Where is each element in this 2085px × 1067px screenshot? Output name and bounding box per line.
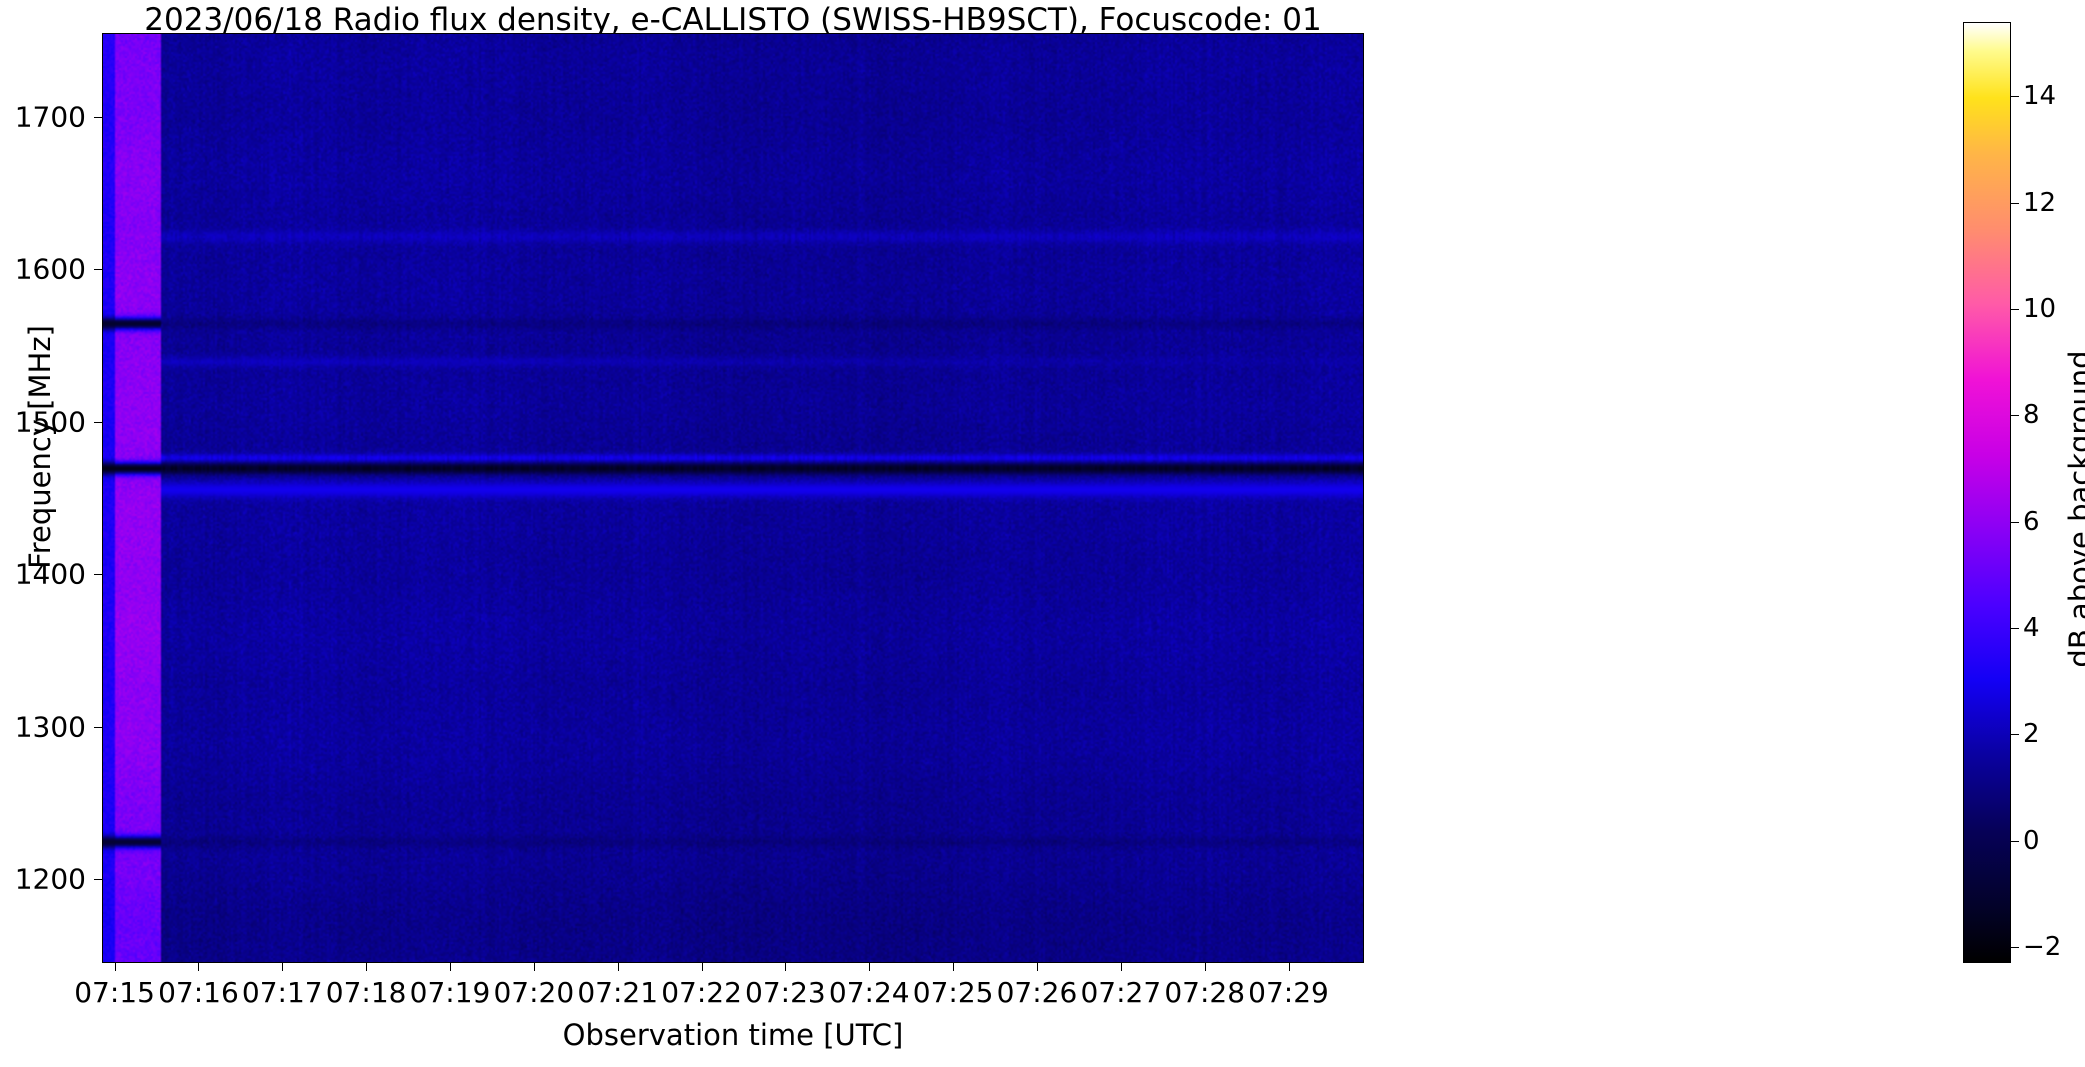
page-title: 2023/06/18 Radio flux density, e-CALLIST… (144, 2, 1322, 38)
colorbar-tick (2011, 96, 2019, 98)
x-axis-tick-label: 07:25 (912, 976, 994, 1009)
x-axis-label: Observation time [UTC] (562, 1018, 904, 1052)
x-axis-tick (1288, 963, 1290, 971)
colorbar-tick (2011, 521, 2019, 523)
y-axis-tick (94, 574, 102, 576)
y-axis-tick-label: 1300 (14, 710, 86, 744)
y-axis-tick-label: 1400 (14, 557, 86, 591)
x-axis-tick (869, 963, 871, 971)
x-axis-tick-label: 07:17 (241, 976, 323, 1009)
x-axis-tick (785, 963, 787, 971)
y-axis-tick-label: 1600 (14, 252, 86, 286)
colorbar-tick (2011, 415, 2019, 417)
y-axis-tick (94, 269, 102, 271)
colorbar-gradient (1964, 23, 2010, 962)
x-axis-tick-label: 07:24 (828, 976, 910, 1009)
y-axis-tick-label: 1200 (14, 862, 86, 896)
x-axis-tick (953, 963, 955, 971)
x-axis-tick-label: 07:27 (1080, 976, 1162, 1009)
colorbar-tick (2011, 840, 2019, 842)
colorbar-tick (2011, 628, 2019, 630)
colorbar-tick-label: 14 (2023, 81, 2057, 112)
x-axis-tick (198, 963, 200, 971)
x-axis-tick (701, 963, 703, 971)
x-axis-tick (1204, 963, 1206, 971)
colorbar-tick-label: 6 (2023, 506, 2040, 537)
x-axis-tick (1120, 963, 1122, 971)
x-axis-tick-label: 07:16 (158, 976, 239, 1009)
colorbar-tick (2011, 202, 2019, 204)
x-axis-tick-label: 07:23 (745, 976, 826, 1009)
colorbar-tick-label: 8 (2023, 400, 2040, 431)
y-axis-tick-label: 1700 (14, 100, 86, 134)
spectrogram-image (103, 34, 1363, 962)
x-axis-tick-label: 07:21 (577, 976, 659, 1009)
colorbar-tick-label: −2 (2023, 932, 2062, 963)
colorbar-tick-label: 4 (2023, 613, 2040, 644)
colorbar-label: dB above background (2063, 350, 2085, 668)
x-axis-tick (114, 963, 116, 971)
colorbar-tick-label: 12 (2023, 187, 2057, 218)
colorbar-tick (2011, 734, 2019, 736)
y-axis-label: Frequency [MHz] (23, 325, 57, 569)
x-axis-tick-label: 07:28 (1164, 976, 1246, 1009)
y-axis-tick (94, 116, 102, 118)
y-axis-tick (94, 726, 102, 728)
x-axis-tick-label: 07:15 (74, 976, 155, 1009)
x-axis-tick (282, 963, 284, 971)
x-axis-tick (533, 963, 535, 971)
y-axis-tick-label: 1500 (14, 405, 86, 439)
x-axis-tick-label: 07:22 (661, 976, 742, 1009)
x-axis-tick-label: 07:29 (1248, 976, 1329, 1009)
x-axis-tick (366, 963, 368, 971)
x-axis-tick-label: 07:20 (493, 976, 575, 1009)
colorbar[interactable] (1963, 22, 2011, 963)
y-axis-tick (94, 421, 102, 423)
x-axis-tick-label: 07:19 (409, 976, 491, 1009)
x-axis-tick (1036, 963, 1038, 971)
x-axis-tick-label: 07:26 (996, 976, 1078, 1009)
colorbar-tick-label: 0 (2023, 825, 2040, 856)
colorbar-tick-label: 2 (2023, 719, 2040, 750)
colorbar-tick-label: 10 (2023, 294, 2057, 325)
x-axis-tick (449, 963, 451, 971)
x-axis-tick-label: 07:18 (325, 976, 407, 1009)
colorbar-tick (2011, 309, 2019, 311)
y-axis-tick (94, 879, 102, 881)
spectrogram-axes[interactable] (102, 33, 1364, 963)
colorbar-tick (2011, 947, 2019, 949)
x-axis-tick (617, 963, 619, 971)
